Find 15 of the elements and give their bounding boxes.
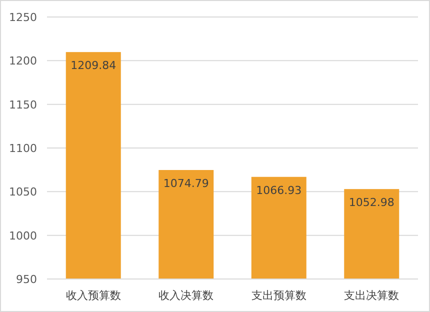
data-label: 1066.93 — [256, 184, 302, 197]
y-tick-label: 1000 — [9, 229, 37, 242]
data-label: 1074.79 — [163, 177, 209, 190]
y-tick-label: 1150 — [9, 98, 37, 112]
y-tick-label: 1200 — [9, 54, 37, 68]
x-tick-label: 收入决算数 — [158, 289, 214, 302]
y-tick-label: 1050 — [9, 186, 37, 199]
y-tick-label: 1100 — [9, 142, 37, 155]
x-tick-label: 支出决算数 — [344, 289, 400, 302]
y-tick-label: 950 — [16, 273, 37, 286]
x-tick-label: 支出预算数 — [251, 289, 306, 302]
data-label: 1052.98 — [348, 196, 394, 210]
y-tick-label: 1250 — [9, 11, 37, 24]
x-tick-label: 收入预算数 — [66, 289, 121, 302]
data-label: 1209.84 — [70, 59, 116, 72]
